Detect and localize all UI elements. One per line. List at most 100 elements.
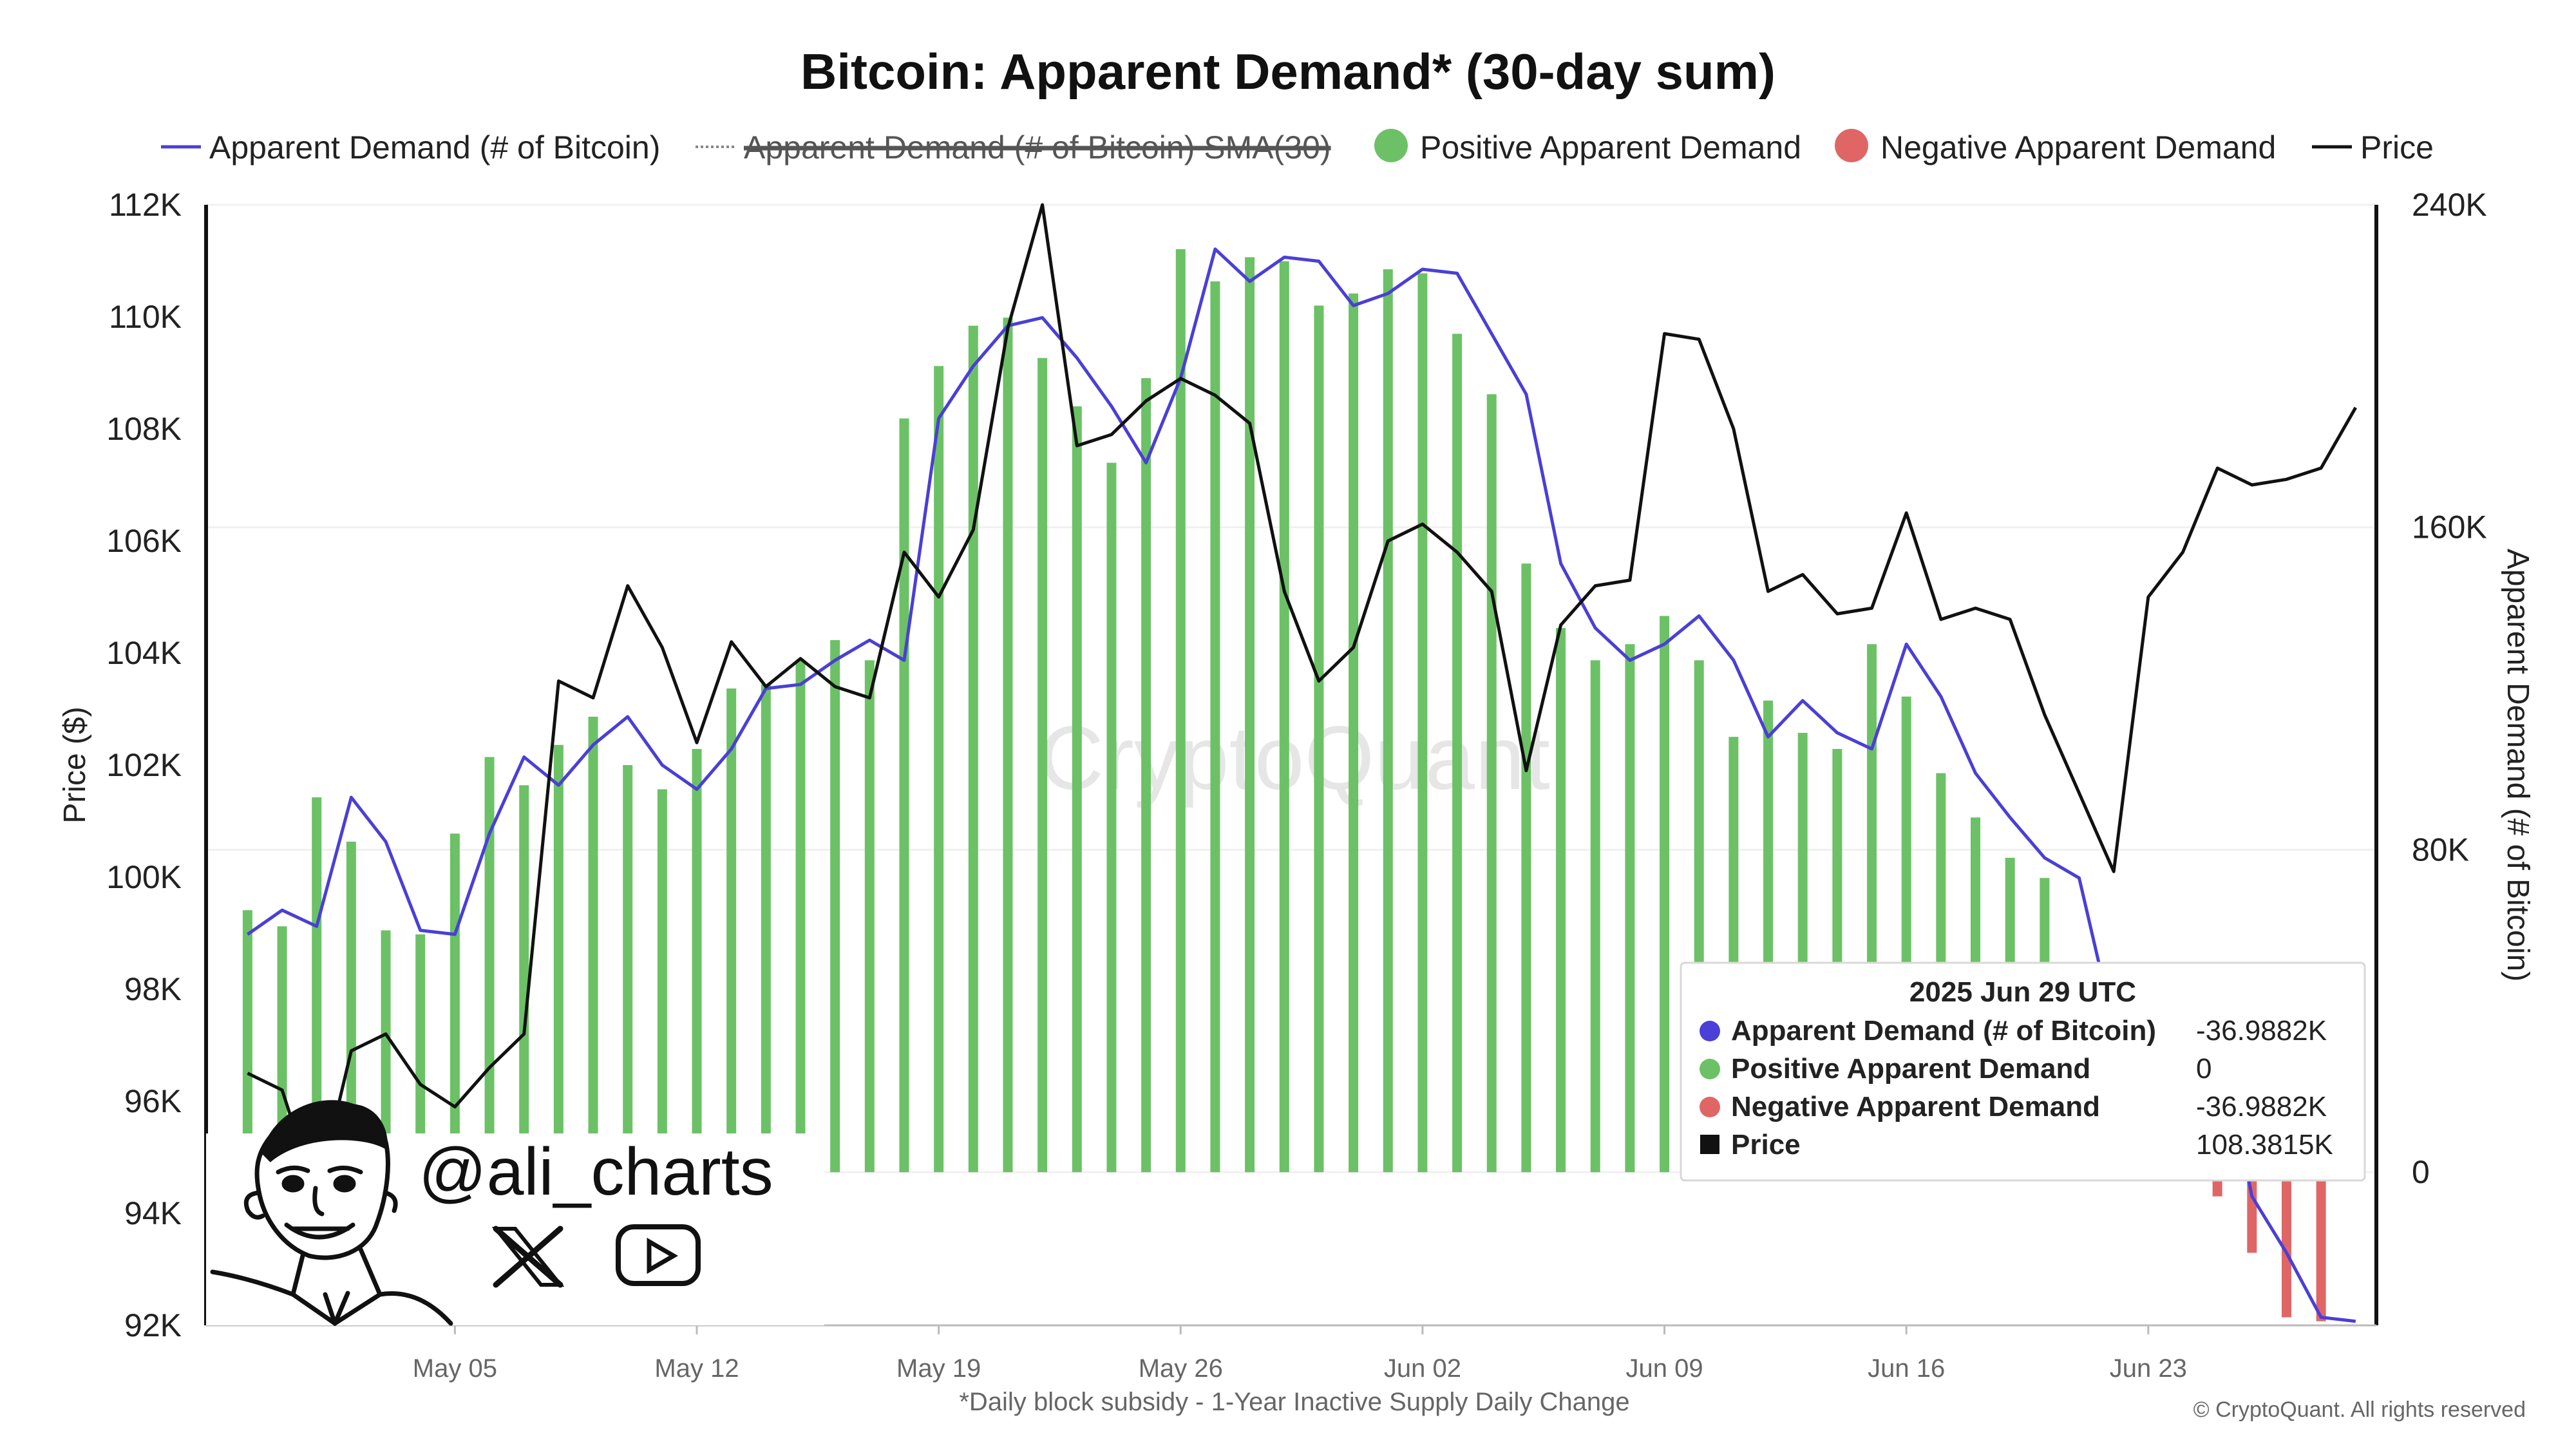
positive-demand-bar [242, 910, 252, 1173]
tooltip-row: Price 108.3815K [1700, 1129, 2333, 1160]
positive-demand-bar [1590, 660, 1600, 1173]
tooltip-row: Apparent Demand (# of Bitcoin) -36.9882K [1700, 1015, 2327, 1046]
positive-demand-bar [1245, 257, 1255, 1173]
positive-demand-bar [1383, 269, 1393, 1173]
right-tick-label: 80K [2412, 831, 2469, 867]
positive-demand-bar [1660, 616, 1670, 1173]
left-tick-label: 98K [124, 971, 182, 1007]
series-lines [246, 203, 2357, 1323]
tooltip-row: Positive Apparent Demand 0 [1700, 1053, 2211, 1084]
left-tick-label: 110K [109, 299, 182, 335]
negative-demand-bar [2281, 1172, 2291, 1318]
positive-demand-bar [657, 789, 667, 1173]
tooltip-label: Positive Apparent Demand [1731, 1053, 2090, 1084]
positive-demand-bar [553, 744, 564, 1173]
x-tick-label: Jun 23 [2110, 1354, 2187, 1383]
positive-demand-bar [415, 934, 426, 1173]
positive-demand-bar [1279, 261, 1289, 1173]
positive-demand-bar [1521, 564, 1531, 1173]
right-tick-label: 160K [2412, 509, 2487, 545]
left-axis-ticks: 92K 94K 96K 98K 100K 102K 104K 106K 108K 110K 112K [106, 187, 182, 1343]
legend-label: Apparent Demand (# of Bitcoin) [209, 129, 660, 166]
right-tick-label: 0 [2412, 1154, 2430, 1190]
author-badge: @ali_charts [206, 1100, 824, 1327]
x-tick-label: Jun 09 [1625, 1354, 1703, 1383]
positive-demand-bar [312, 797, 322, 1173]
positive-demand-bar [1037, 357, 1048, 1173]
tooltip-circle-marker [1700, 1021, 1720, 1041]
x-tick-label: May 26 [1139, 1354, 1223, 1383]
copyright: © CryptoQuant. All rights reserved [2193, 1397, 2526, 1422]
legend-label: Price [2360, 129, 2434, 166]
positive-demand-bar [623, 765, 633, 1173]
positive-demand-bar [1210, 281, 1220, 1173]
tooltip-date: 2025 Jun 29 UTC [1909, 976, 2136, 1008]
positive-demand-bar [277, 926, 287, 1173]
legend-item: Positive Apparent Demand [1374, 129, 1801, 166]
positive-demand-bar [692, 748, 702, 1173]
avatar-caricature [210, 1100, 453, 1327]
tooltip-value: -36.9882K [2196, 1015, 2327, 1046]
positive-demand-bar [1175, 249, 1186, 1173]
x-logo-icon [491, 1226, 565, 1288]
left-tick-label: 94K [124, 1195, 182, 1231]
right-axis-ticks: 0 80K 160K 240K [2412, 187, 2487, 1190]
positive-demand-bar [968, 325, 978, 1173]
tooltip-row: Negative Apparent Demand -36.9882K [1700, 1091, 2327, 1122]
left-tick-label: 100K [106, 859, 182, 895]
legend-dot-icon [1374, 129, 1408, 162]
positive-demand-bar [450, 833, 460, 1173]
tooltip-label: Price [1731, 1129, 1801, 1160]
tooltip-circle-marker [1700, 1059, 1720, 1079]
price-line [247, 203, 2357, 1198]
positive-demand-bar [588, 716, 598, 1173]
positive-demand-bar [1314, 305, 1324, 1173]
left-tick-label: 112K [109, 187, 182, 223]
left-tick-label: 96K [124, 1083, 182, 1119]
legend-label: Positive Apparent Demand [1420, 129, 1801, 166]
positive-demand-bar [830, 639, 840, 1173]
left-tick-label: 106K [106, 523, 182, 559]
tooltip-value: 0 [2196, 1053, 2211, 1084]
positive-demand-bar [1452, 334, 1463, 1173]
positive-demand-bar [899, 418, 909, 1173]
positive-demand-bar [1486, 394, 1497, 1173]
footnote: *Daily block subsidy - 1-Year Inactive S… [959, 1388, 1629, 1416]
positive-demand-bar [1141, 378, 1151, 1173]
positive-demand-bar [381, 930, 391, 1173]
tooltip-label: Apparent Demand (# of Bitcoin) [1731, 1015, 2156, 1046]
positive-demand-bar [761, 684, 771, 1173]
legend-item: Price [2312, 129, 2434, 166]
legend-dot-icon [1835, 129, 1868, 162]
positive-demand-bar [484, 757, 495, 1173]
apparent-demand-line [246, 247, 2356, 1323]
tooltip-rows: Apparent Demand (# of Bitcoin) -36.9882K P… [1700, 1015, 2333, 1160]
positive-demand-bar [1349, 293, 1359, 1173]
negative-demand-bar [2316, 1172, 2326, 1321]
x-tick-label: May 12 [654, 1354, 739, 1383]
chart-title: Bitcoin: Apparent Demand* (30-day sum) [800, 43, 1776, 100]
positive-demand-bar [934, 366, 944, 1173]
x-tick-label: Jun 02 [1384, 1354, 1461, 1383]
tooltip-box [1680, 961, 2366, 1182]
positive-demand-bar [1417, 273, 1428, 1173]
left-tick-label: 102K [106, 747, 182, 783]
positive-demand-bar [795, 660, 806, 1173]
left-tick-label: 108K [106, 411, 182, 447]
right-axis-title: Apparent Demand (# of Bitcoin) [2501, 549, 2535, 981]
legend-item: Apparent Demand (# of Bitcoin) SMA(30) [696, 129, 1331, 166]
positive-demand-bar [864, 660, 875, 1173]
positive-demand-bar [1625, 644, 1635, 1173]
negative-demand-bars [2212, 1172, 2326, 1321]
left-tick-label: 104K [106, 635, 182, 671]
x-tick-label: May 19 [896, 1354, 981, 1383]
positive-demand-bar [519, 785, 529, 1173]
x-tick-label: May 05 [413, 1354, 497, 1383]
legend-item: Negative Apparent Demand [1835, 129, 2276, 166]
tooltip-label: Negative Apparent Demand [1731, 1091, 2100, 1122]
legend: Apparent Demand (# of Bitcoin) Apparent D… [161, 129, 2434, 166]
positive-demand-bar [1106, 462, 1117, 1173]
legend-item: Apparent Demand (# of Bitcoin) [161, 129, 660, 166]
positive-demand-bar [726, 688, 737, 1173]
